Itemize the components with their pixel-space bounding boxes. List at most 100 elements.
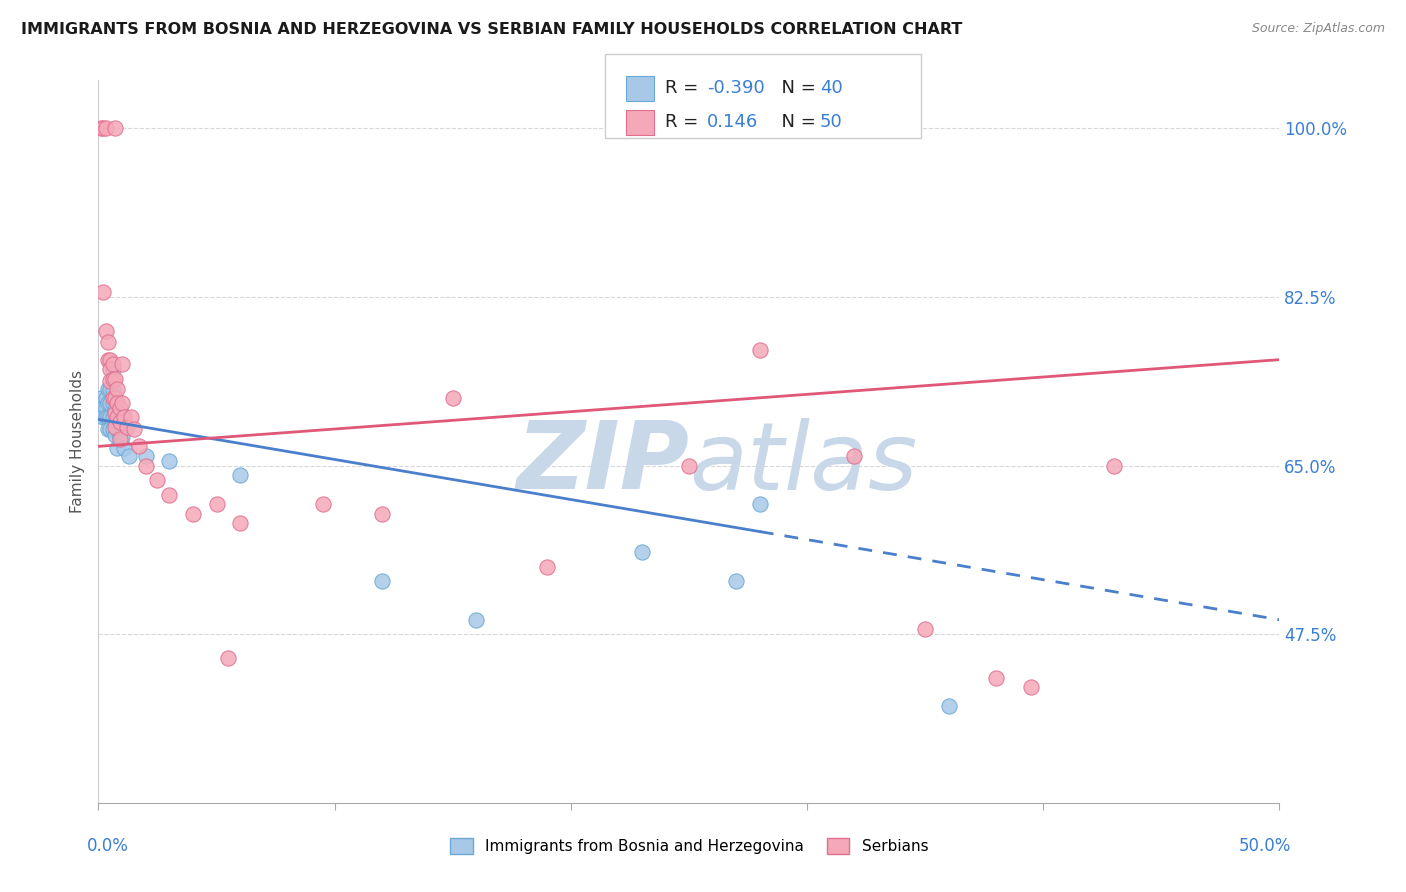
Point <box>94 401 117 415</box>
Point <box>105 382 128 396</box>
Point <box>91 285 114 300</box>
Point <box>94 391 117 405</box>
Point <box>112 442 135 456</box>
Point <box>678 458 700 473</box>
Point <box>108 401 131 415</box>
Point <box>112 410 135 425</box>
Text: Source: ZipAtlas.com: Source: ZipAtlas.com <box>1251 22 1385 36</box>
Text: N =: N = <box>770 113 823 131</box>
Point <box>98 422 121 436</box>
Point <box>371 507 394 521</box>
Point <box>229 468 252 483</box>
Point <box>101 372 124 386</box>
Point <box>97 335 120 350</box>
Point <box>1021 680 1043 694</box>
Point <box>441 391 464 405</box>
Legend: Immigrants from Bosnia and Herzegovina, Serbians: Immigrants from Bosnia and Herzegovina, … <box>443 832 935 860</box>
Text: R =: R = <box>665 113 710 131</box>
Point <box>104 372 127 386</box>
Point <box>115 420 138 434</box>
Point <box>725 574 748 589</box>
Point <box>91 410 114 425</box>
Point <box>98 374 121 388</box>
Point <box>371 574 394 589</box>
Point <box>118 449 141 463</box>
Point <box>146 473 169 487</box>
Point <box>135 458 157 473</box>
Point <box>984 671 1007 685</box>
Text: 50: 50 <box>820 113 842 131</box>
Point <box>205 497 228 511</box>
Point <box>105 442 128 456</box>
Point <box>938 699 960 714</box>
Point <box>108 432 131 446</box>
Point <box>101 384 124 398</box>
Point <box>97 422 120 436</box>
Text: N =: N = <box>770 79 823 97</box>
Point <box>104 427 127 442</box>
Point <box>91 121 114 136</box>
Point <box>101 362 124 376</box>
Point <box>157 454 180 468</box>
Point <box>111 396 134 410</box>
Text: IMMIGRANTS FROM BOSNIA AND HERZEGOVINA VS SERBIAN FAMILY HOUSEHOLDS CORRELATION : IMMIGRANTS FROM BOSNIA AND HERZEGOVINA V… <box>21 22 963 37</box>
Text: R =: R = <box>665 79 704 97</box>
Point <box>90 121 112 136</box>
Point <box>108 415 131 429</box>
Point <box>748 497 770 511</box>
Point <box>105 410 128 425</box>
Point <box>122 422 145 436</box>
Point <box>536 559 558 574</box>
Point <box>108 430 131 444</box>
Point <box>181 507 204 521</box>
Point <box>94 121 117 136</box>
Point <box>157 487 180 501</box>
Text: 0.146: 0.146 <box>707 113 758 131</box>
Point <box>101 422 124 436</box>
Point <box>97 382 120 396</box>
Point <box>98 362 121 376</box>
Point <box>128 439 150 453</box>
Point <box>104 121 127 136</box>
Point <box>312 497 335 511</box>
Point <box>98 352 121 367</box>
Point <box>748 343 770 357</box>
Point <box>135 449 157 463</box>
Point <box>104 420 127 434</box>
Point <box>98 396 121 410</box>
Point <box>101 391 124 405</box>
Point <box>104 406 127 420</box>
Text: -0.390: -0.390 <box>707 79 765 97</box>
Point <box>630 545 652 559</box>
Point <box>101 396 124 410</box>
Point <box>111 430 134 444</box>
Point <box>94 324 117 338</box>
Point <box>91 401 114 415</box>
Point <box>121 410 143 425</box>
Point <box>90 391 112 405</box>
Point <box>105 422 128 436</box>
Point <box>465 613 488 627</box>
Point <box>108 415 131 429</box>
Text: atlas: atlas <box>689 417 917 508</box>
Point <box>97 352 120 367</box>
Point <box>97 396 120 410</box>
Point <box>101 358 124 372</box>
Point <box>97 410 120 425</box>
Point <box>105 410 128 425</box>
Text: 40: 40 <box>820 79 842 97</box>
Point <box>104 391 127 405</box>
Point <box>104 391 127 405</box>
Point <box>217 651 239 665</box>
Point <box>104 415 127 429</box>
Point <box>94 410 117 425</box>
Point <box>98 410 121 425</box>
Point <box>1102 458 1125 473</box>
Text: 50.0%: 50.0% <box>1239 837 1291 855</box>
Text: ZIP: ZIP <box>516 417 689 509</box>
Point <box>229 516 252 531</box>
Text: 0.0%: 0.0% <box>87 837 128 855</box>
Point <box>98 382 121 396</box>
Point <box>111 358 134 372</box>
Point <box>105 396 128 410</box>
